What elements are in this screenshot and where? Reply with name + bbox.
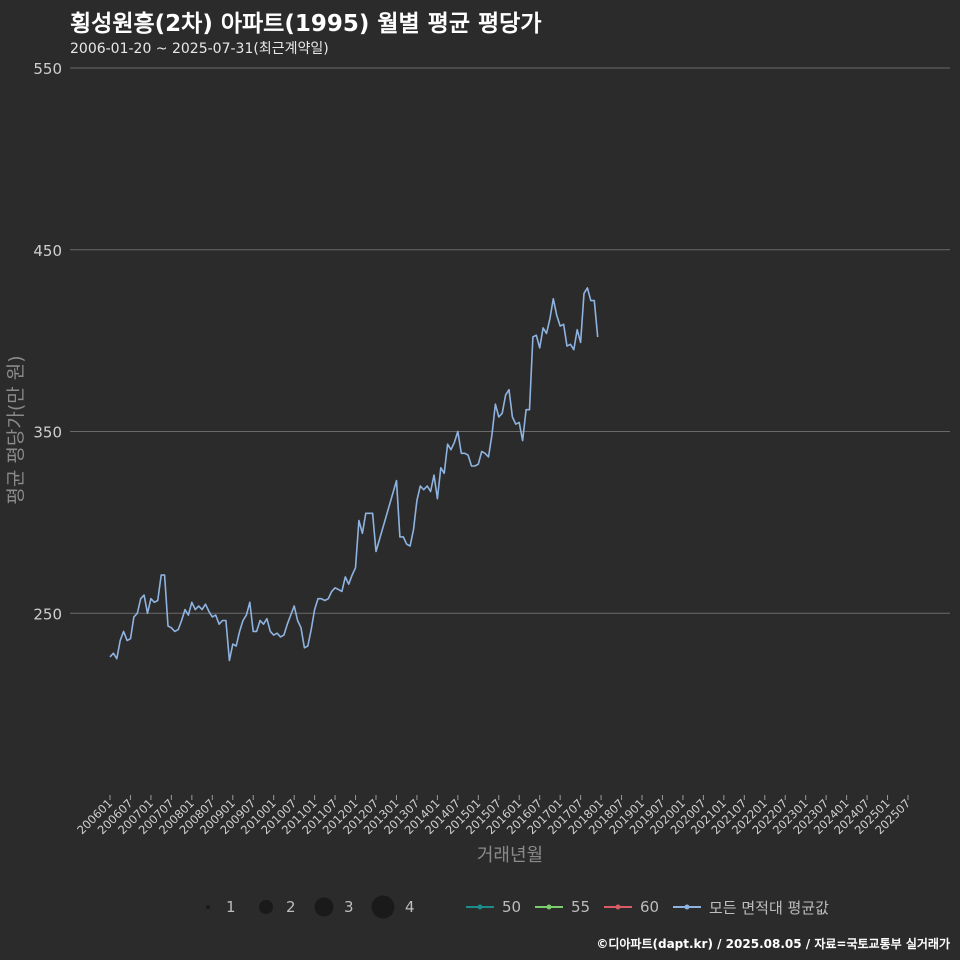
legend-size-4: 4 [369, 893, 415, 921]
legend-area-60: 60 [604, 893, 659, 921]
chart-subtitle: 2006-01-20 ~ 2025-07-31(최근계약일) [70, 41, 329, 57]
legend-area-60-label: 60 [640, 898, 660, 916]
legend-area-50-label: 50 [502, 898, 522, 916]
legend-size-4-label: 4 [405, 898, 415, 916]
y-tick-label: 450 [33, 242, 62, 260]
legend-size-3-label: 3 [344, 898, 354, 916]
average-line-segment [109, 287, 599, 662]
grid-lines [70, 67, 950, 614]
average-line [109, 287, 599, 662]
y-axis-ticks: 250 350 450 550 [33, 60, 62, 623]
legend-average-line: 모든 면적대 평균값 [673, 893, 829, 921]
source-caption: ©디아파트(dapt.kr) / 2025.08.05 / 자료=국토교통부 실… [596, 937, 950, 951]
legend-size-3: 3 [312, 893, 354, 921]
y-tick-label: 550 [33, 60, 62, 78]
y-tick-label: 350 [33, 424, 62, 442]
legend-average-line-label: 모든 면적대 평균값 [709, 898, 829, 917]
legend-size-2-label: 2 [286, 898, 296, 916]
legend-area-55-label: 55 [571, 898, 591, 916]
x-axis-ticks: 2006012006072007012007072008012008072009… [74, 795, 913, 837]
legend-area-55: 55 [535, 893, 590, 921]
legend: 1 2 3 4 50 55 60 모든 면적대 평균값 [0, 893, 960, 921]
x-axis-label: 거래년월 [477, 845, 543, 866]
y-tick-label: 250 [33, 605, 62, 623]
legend-area-50: 50 [466, 893, 521, 921]
y-axis-label: 평균 평당가(만 원) [5, 355, 27, 504]
chart-title: 횡성원흥(2차) 아파트(1995) 월별 평균 평당가 [70, 11, 542, 37]
legend-size-2: 2 [254, 893, 296, 921]
legend-size-1-label: 1 [226, 898, 236, 916]
legend-size-1: 1 [198, 893, 236, 921]
